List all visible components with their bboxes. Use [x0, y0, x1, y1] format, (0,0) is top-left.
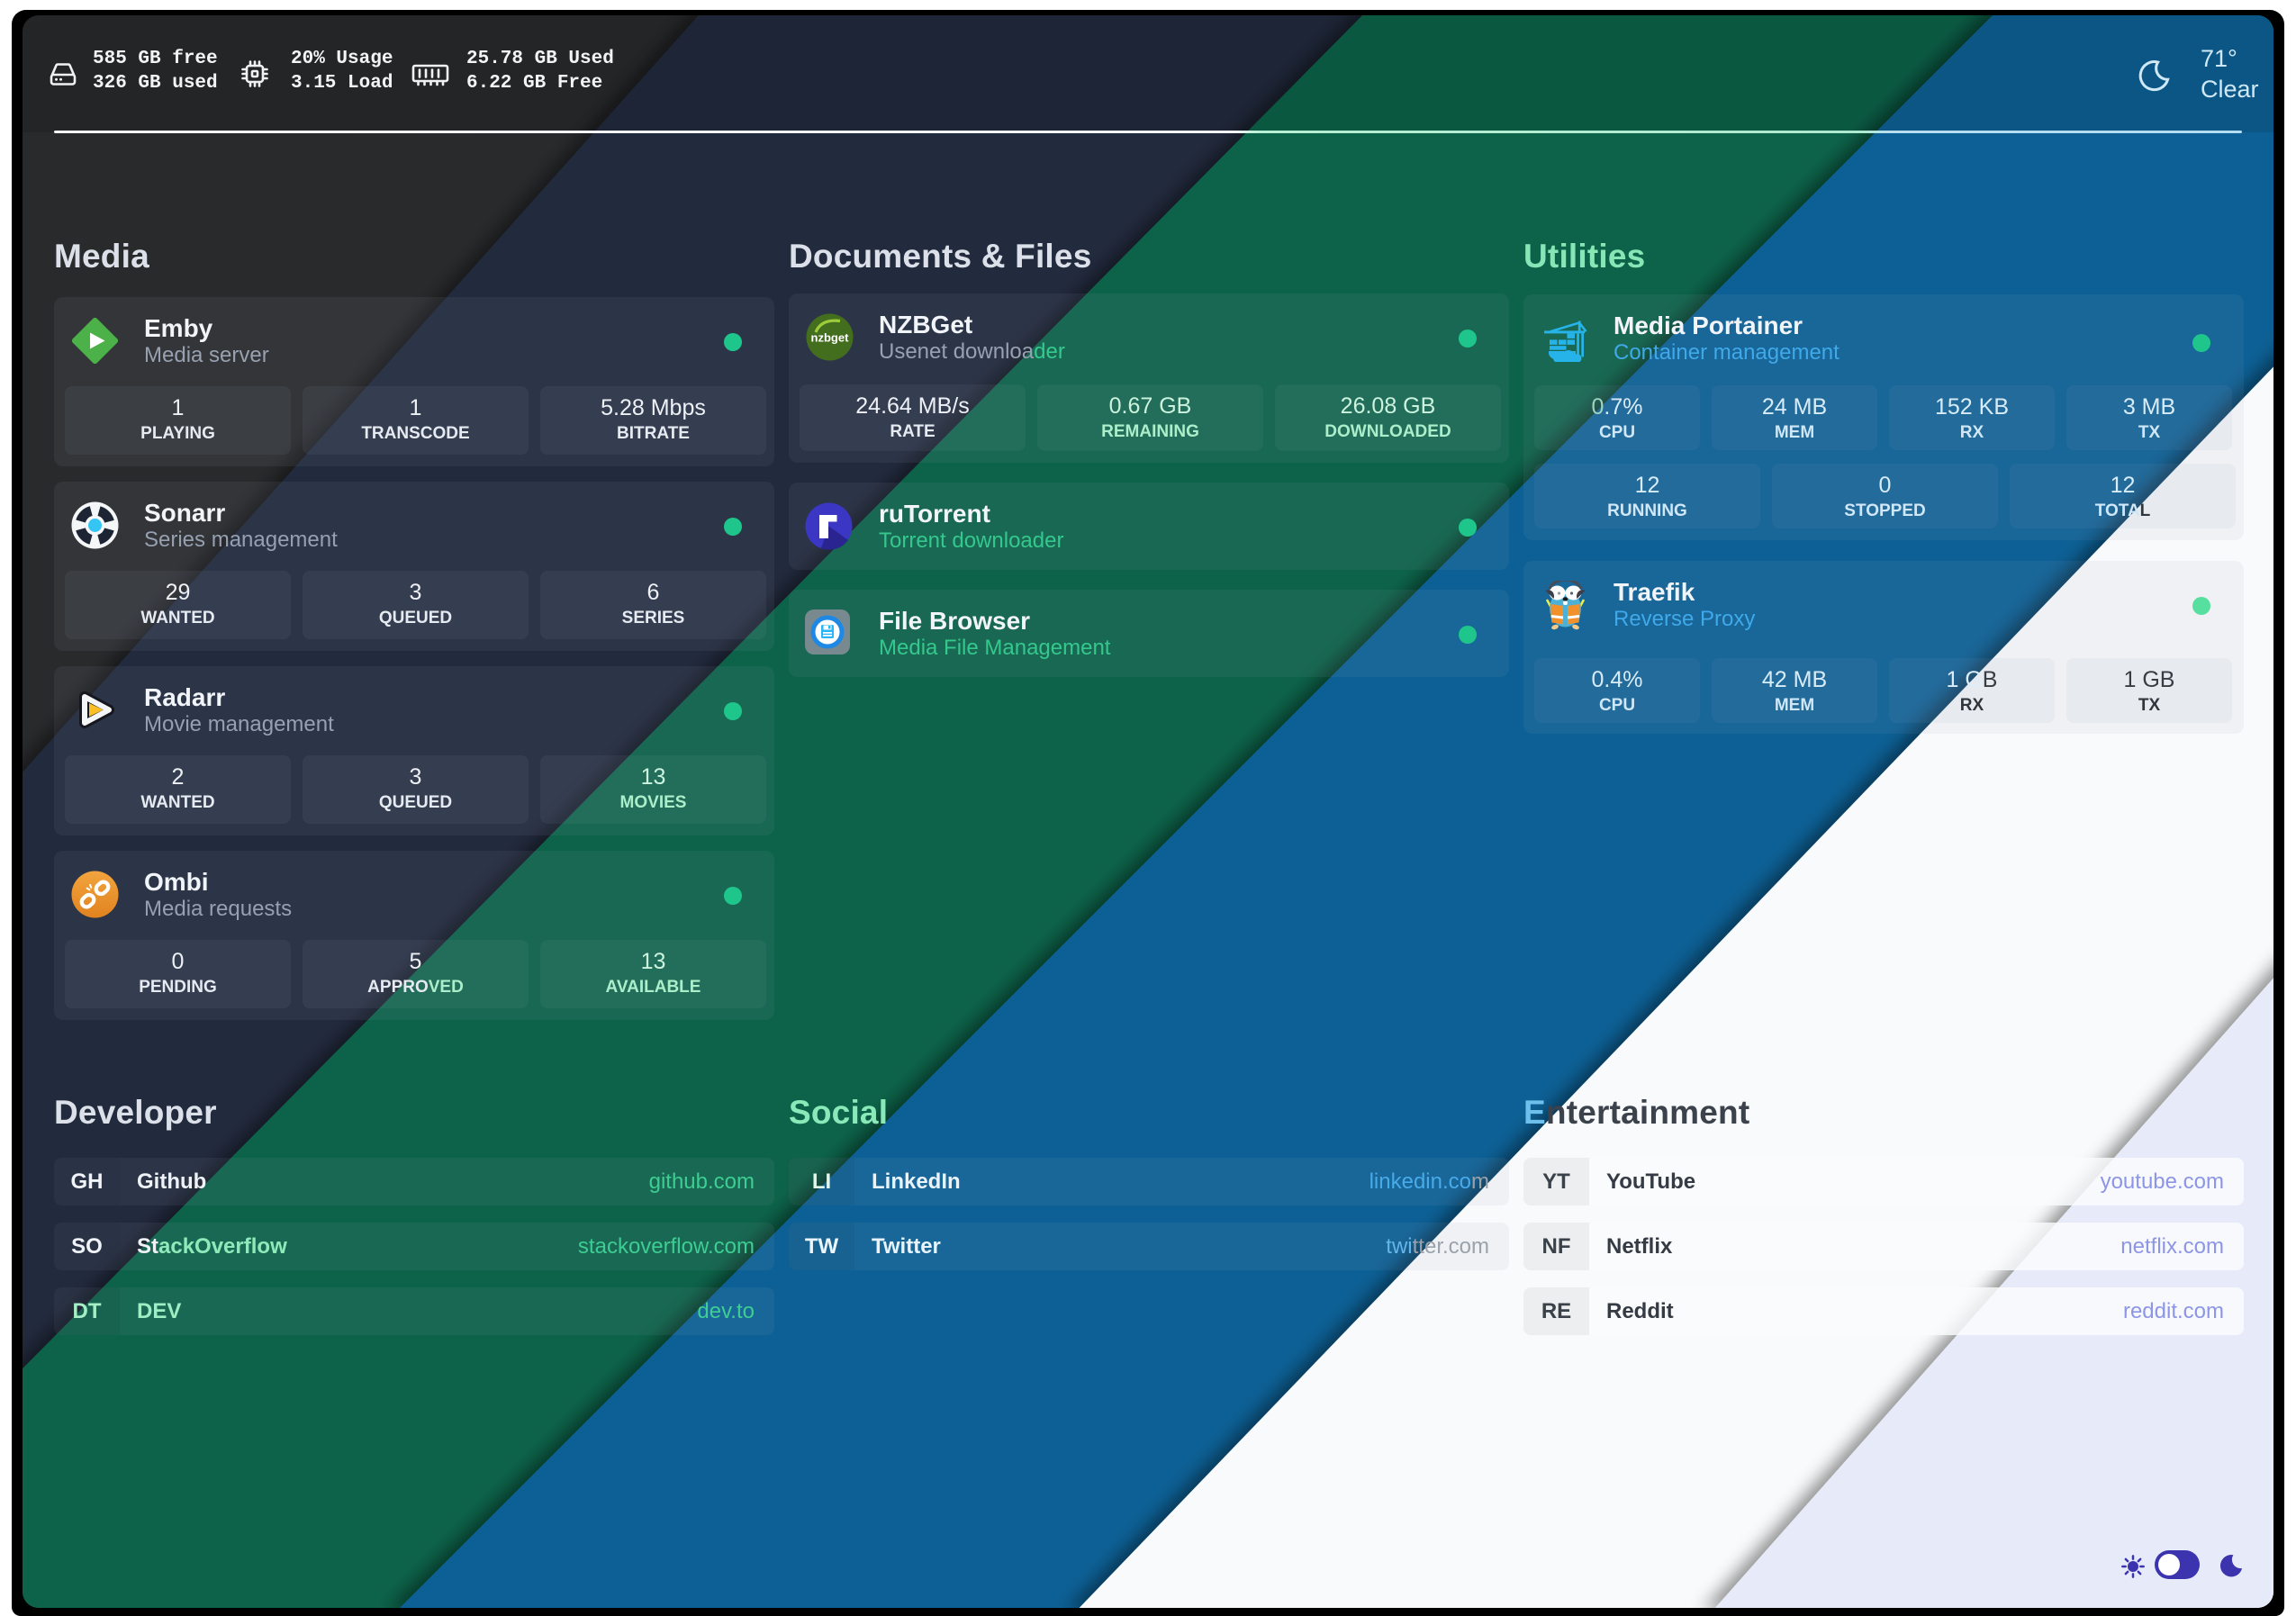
svg-text:nzbget: nzbget: [811, 331, 850, 345]
